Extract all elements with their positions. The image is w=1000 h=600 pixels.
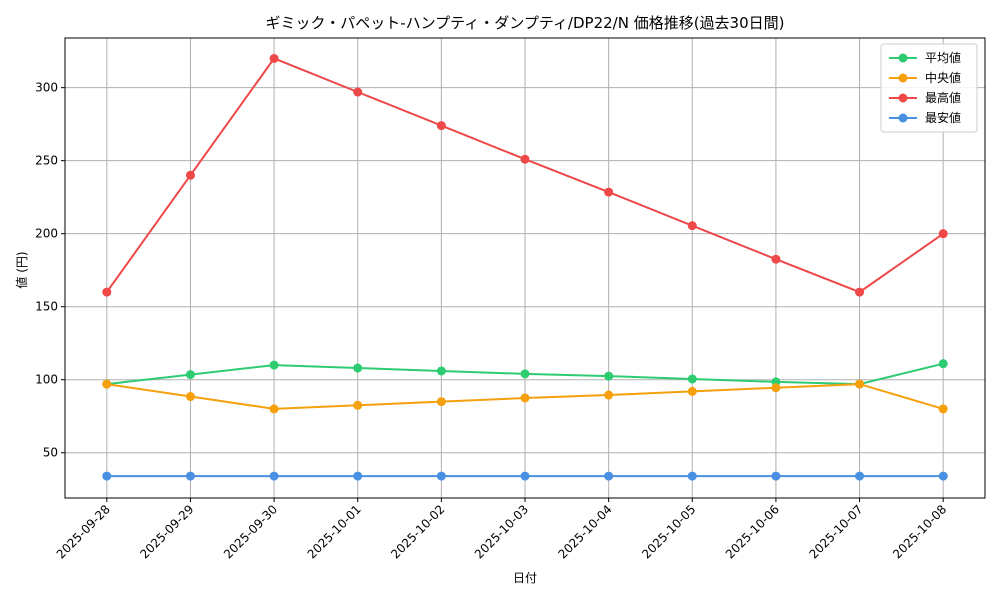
legend-box xyxy=(880,43,978,133)
data-point xyxy=(102,287,112,297)
data-point xyxy=(604,390,614,400)
legend-item: 平均値 xyxy=(889,50,961,65)
data-point xyxy=(102,471,112,481)
y-tick-label: 200 xyxy=(35,227,58,241)
data-point xyxy=(687,386,697,396)
series-layer xyxy=(102,53,948,481)
data-point xyxy=(604,371,614,381)
x-tick-label: 2025-09-29 xyxy=(137,502,196,561)
data-point xyxy=(185,370,195,380)
data-point xyxy=(269,53,279,63)
data-point xyxy=(353,471,363,481)
legend-swatch-marker xyxy=(898,73,908,83)
series-group xyxy=(102,379,948,414)
legend-label: 最安値 xyxy=(925,110,961,125)
legend-label: 最高値 xyxy=(925,90,961,105)
data-point xyxy=(102,379,112,389)
legend-swatch-marker xyxy=(898,113,908,123)
y-axis: 50 100 150 200 250 300 xyxy=(35,81,65,460)
grid-lines xyxy=(65,38,985,498)
data-point xyxy=(353,87,363,97)
data-point xyxy=(604,187,614,197)
data-point xyxy=(185,392,195,402)
data-point xyxy=(269,360,279,370)
data-point xyxy=(353,400,363,410)
x-tick-label: 2025-10-01 xyxy=(305,502,364,561)
data-point xyxy=(520,369,530,379)
x-tick-label: 2025-10-05 xyxy=(639,502,698,561)
data-point xyxy=(185,471,195,481)
data-point xyxy=(771,383,781,393)
legend-label: 平均値 xyxy=(925,50,961,65)
data-point xyxy=(436,471,446,481)
data-point xyxy=(938,471,948,481)
legend-item: 中央値 xyxy=(889,70,961,85)
data-point xyxy=(436,121,446,131)
data-point xyxy=(436,366,446,376)
legend-swatch-marker xyxy=(898,53,908,63)
data-point xyxy=(269,471,279,481)
data-point xyxy=(938,359,948,369)
data-point xyxy=(185,170,195,180)
legend-item: 最高値 xyxy=(889,90,961,105)
x-tick-label: 2025-10-02 xyxy=(388,502,447,561)
data-point xyxy=(604,471,614,481)
data-point xyxy=(855,379,865,389)
data-point xyxy=(687,471,697,481)
data-point xyxy=(938,229,948,239)
y-tick-label: 300 xyxy=(35,81,58,95)
x-axis-title: 日付 xyxy=(513,571,537,585)
data-point xyxy=(436,397,446,407)
x-tick-label: 2025-10-03 xyxy=(472,502,531,561)
y-tick-label: 100 xyxy=(35,373,58,387)
data-point xyxy=(520,154,530,164)
y-tick-label: 250 xyxy=(35,154,58,168)
x-tick-label: 2025-10-08 xyxy=(890,502,949,561)
x-tick-label: 2025-10-06 xyxy=(723,502,782,561)
data-point xyxy=(938,404,948,414)
data-point xyxy=(687,221,697,231)
x-tick-label: 2025-10-07 xyxy=(806,502,865,561)
chart-title: ギミック・パペット-ハンプティ・ダンプティ/DP22/N 価格推移(過去30日間… xyxy=(266,14,785,32)
x-tick-label: 2025-09-30 xyxy=(221,502,280,561)
data-point xyxy=(855,287,865,297)
x-axis: 2025-09-28 2025-09-29 2025-09-30 2025-10-01… xyxy=(54,498,949,561)
data-point xyxy=(687,374,697,384)
legend-swatch-marker xyxy=(898,93,908,103)
data-point xyxy=(353,363,363,373)
y-tick-label: 150 xyxy=(35,300,58,314)
data-point xyxy=(771,254,781,264)
x-tick-label: 2025-09-28 xyxy=(54,502,113,561)
data-point xyxy=(269,404,279,414)
y-axis-title: 値 (円) xyxy=(14,251,29,288)
y-tick-label: 50 xyxy=(43,446,58,460)
data-point xyxy=(855,471,865,481)
legend-label: 中央値 xyxy=(925,70,961,85)
data-point xyxy=(520,471,530,481)
data-point xyxy=(771,471,781,481)
data-point xyxy=(520,393,530,403)
x-tick-label: 2025-10-04 xyxy=(556,502,615,561)
series-group xyxy=(102,53,948,297)
series-group xyxy=(102,471,948,481)
legend-item: 最安値 xyxy=(889,110,961,125)
